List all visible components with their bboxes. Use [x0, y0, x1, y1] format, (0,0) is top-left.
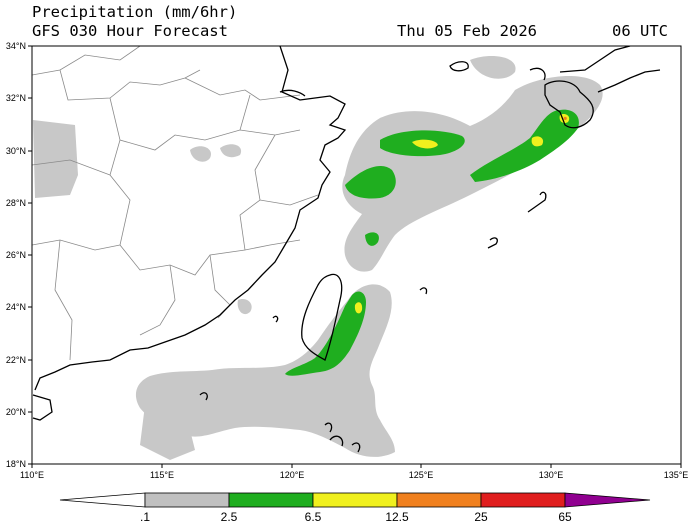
lat-label-18: 18°N: [6, 459, 26, 469]
lat-label-22: 22°N: [6, 355, 26, 365]
colorbar-label-5: 65: [558, 510, 572, 524]
lon-label-135: 135°E: [664, 470, 689, 480]
colorbar-segment-grey: [144, 492, 230, 508]
coastlines: [32, 46, 661, 453]
kyushu-coastline: [544, 80, 594, 129]
colorbar-segment-orange: [396, 492, 482, 508]
colorbar-segment-red: [480, 492, 566, 508]
colorbar-label-4: 25: [474, 510, 488, 524]
map-title: Precipitation (mm/6hr): [32, 3, 238, 21]
lon-label-110: 110°E: [20, 470, 44, 480]
lat-label-28: 28°N: [6, 198, 26, 208]
colorbar-segment-white: [59, 492, 146, 508]
lat-label-20: 20°N: [6, 407, 26, 417]
lat-label-26: 26°N: [6, 250, 26, 260]
precip-heavy-areas: [354, 113, 570, 314]
colorbar-label-1: 2.5: [221, 510, 238, 524]
taiwan-coastline: [301, 273, 343, 361]
colorbar-segment-purple: [564, 492, 651, 508]
lat-label-32: 32°N: [6, 93, 26, 103]
colorbar-label-0: .1: [140, 510, 150, 524]
colorbar-segment-yellow: [312, 492, 398, 508]
latitude-labels: 34°N 32°N 30°N 28°N 26°N 24°N 22°N 20°N …: [6, 41, 26, 469]
lat-label-24: 24°N: [6, 302, 26, 312]
lon-label-115: 115°E: [150, 470, 174, 480]
model-forecast-label: GFS 030 Hour Forecast: [32, 22, 228, 40]
axis-tick-marks: [28, 45, 682, 468]
valid-date: Thu 05 Feb 2026: [397, 22, 537, 40]
longitude-labels: 110°E 115°E 120°E 125°E 130°E 135°E: [20, 470, 688, 480]
lon-label-130: 130°E: [539, 470, 564, 480]
lat-label-30: 30°N: [6, 146, 26, 156]
valid-hour: 06 UTC: [612, 22, 668, 40]
lon-label-120: 120°E: [280, 470, 305, 480]
precip-light-areas: [33, 56, 603, 460]
province-boundaries: [32, 46, 319, 361]
lat-label-34: 34°N: [6, 41, 26, 51]
colorbar-label-3: 12.5: [385, 510, 409, 524]
map-area: [32, 46, 661, 460]
colorbar-segment-green: [228, 492, 314, 508]
colorbar: .1 2.5 6.5 12.5 25 65: [59, 492, 651, 524]
colorbar-label-2: 6.5: [305, 510, 322, 524]
lon-label-125: 125°E: [409, 470, 434, 480]
